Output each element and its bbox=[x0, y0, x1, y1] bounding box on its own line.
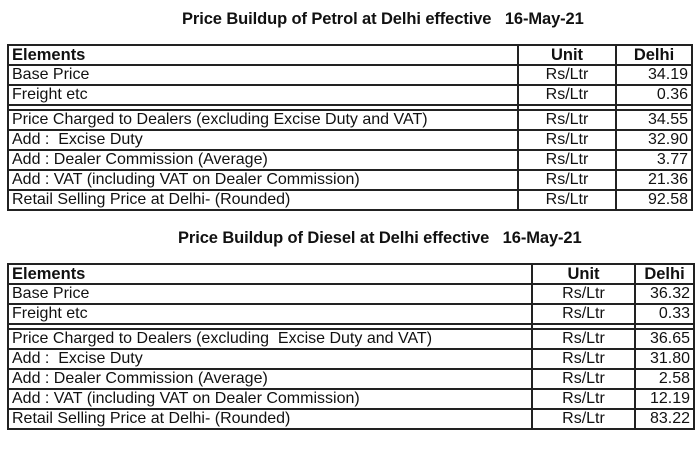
value-cell: 2.58 bbox=[634, 368, 695, 390]
value-cell: 34.55 bbox=[615, 109, 693, 131]
diesel-table-title: Price Buildup of Diesel at Delhi effecti… bbox=[178, 229, 582, 247]
diesel-price-table: Elements Unit Delhi Base Price Rs/Ltr 36… bbox=[7, 263, 695, 430]
value-cell: 36.65 bbox=[634, 328, 695, 350]
unit-cell: Rs/Ltr bbox=[517, 149, 617, 171]
table-header-row: Elements Unit Delhi bbox=[7, 44, 693, 66]
header-delhi: Delhi bbox=[634, 263, 695, 285]
unit-cell: Rs/Ltr bbox=[517, 84, 617, 106]
header-unit: Unit bbox=[531, 263, 636, 285]
table-row: Freight etc Rs/Ltr 0.33 bbox=[7, 303, 695, 325]
unit-cell: Rs/Ltr bbox=[531, 328, 636, 350]
element-cell: Add : Excise Duty bbox=[7, 129, 519, 151]
value-cell: 92.58 bbox=[615, 189, 693, 211]
unit-cell: Rs/Ltr bbox=[531, 303, 636, 325]
spacer-row bbox=[7, 104, 693, 111]
value-cell: 31.80 bbox=[634, 348, 695, 370]
header-elements: Elements bbox=[7, 44, 519, 66]
table-header-row: Elements Unit Delhi bbox=[7, 263, 695, 285]
value-cell: 34.19 bbox=[615, 64, 693, 86]
table-row: Add : VAT (including VAT on Dealer Commi… bbox=[7, 169, 693, 191]
value-cell: 0.36 bbox=[615, 84, 693, 106]
unit-cell: Rs/Ltr bbox=[531, 283, 636, 305]
unit-cell: Rs/Ltr bbox=[517, 109, 617, 131]
table-row: Freight etc Rs/Ltr 0.36 bbox=[7, 84, 693, 106]
header-unit: Unit bbox=[517, 44, 617, 66]
header-delhi: Delhi bbox=[615, 44, 693, 66]
table-row: Add : Dealer Commission (Average) Rs/Ltr… bbox=[7, 149, 693, 171]
value-cell: 0.33 bbox=[634, 303, 695, 325]
value-cell: 32.90 bbox=[615, 129, 693, 151]
unit-cell: Rs/Ltr bbox=[517, 129, 617, 151]
element-cell: Price Charged to Dealers (excluding Exci… bbox=[7, 328, 533, 350]
table-row: Add : Excise Duty Rs/Ltr 31.80 bbox=[7, 348, 695, 370]
element-cell: Retail Selling Price at Delhi- (Rounded) bbox=[7, 189, 519, 211]
unit-cell: Rs/Ltr bbox=[517, 189, 617, 211]
unit-cell: Rs/Ltr bbox=[517, 169, 617, 191]
element-cell: Price Charged to Dealers (excluding Exci… bbox=[7, 109, 519, 131]
value-cell: 21.36 bbox=[615, 169, 693, 191]
element-cell: Base Price bbox=[7, 283, 533, 305]
unit-cell: Rs/Ltr bbox=[531, 368, 636, 390]
element-cell: Add : Dealer Commission (Average) bbox=[7, 368, 533, 390]
element-cell: Retail Selling Price at Delhi- (Rounded) bbox=[7, 408, 533, 430]
value-cell: 83.22 bbox=[634, 408, 695, 430]
unit-cell: Rs/Ltr bbox=[531, 348, 636, 370]
petrol-table-title: Price Buildup of Petrol at Delhi effecti… bbox=[182, 10, 584, 28]
table-row-total: Retail Selling Price at Delhi- (Rounded)… bbox=[7, 408, 695, 430]
table-row: Add : VAT (including VAT on Dealer Commi… bbox=[7, 388, 695, 410]
value-cell: 12.19 bbox=[634, 388, 695, 410]
table-row: Price Charged to Dealers (excluding Exci… bbox=[7, 109, 693, 131]
petrol-price-table: Elements Unit Delhi Base Price Rs/Ltr 34… bbox=[7, 44, 693, 211]
unit-cell: Rs/Ltr bbox=[531, 388, 636, 410]
element-cell: Freight etc bbox=[7, 84, 519, 106]
unit-cell: Rs/Ltr bbox=[531, 408, 636, 430]
table-row: Add : Excise Duty Rs/Ltr 32.90 bbox=[7, 129, 693, 151]
element-cell: Add : VAT (including VAT on Dealer Commi… bbox=[7, 388, 533, 410]
table-row: Add : Dealer Commission (Average) Rs/Ltr… bbox=[7, 368, 695, 390]
table-row: Base Price Rs/Ltr 34.19 bbox=[7, 64, 693, 86]
element-cell: Add : Excise Duty bbox=[7, 348, 533, 370]
table-row-total: Retail Selling Price at Delhi- (Rounded)… bbox=[7, 189, 693, 211]
element-cell: Freight etc bbox=[7, 303, 533, 325]
value-cell: 3.77 bbox=[615, 149, 693, 171]
element-cell: Add : VAT (including VAT on Dealer Commi… bbox=[7, 169, 519, 191]
element-cell: Add : Dealer Commission (Average) bbox=[7, 149, 519, 171]
spacer-row bbox=[7, 323, 695, 330]
element-cell: Base Price bbox=[7, 64, 519, 86]
table-row: Price Charged to Dealers (excluding Exci… bbox=[7, 328, 695, 350]
header-elements: Elements bbox=[7, 263, 533, 285]
table-row: Base Price Rs/Ltr 36.32 bbox=[7, 283, 695, 305]
value-cell: 36.32 bbox=[634, 283, 695, 305]
unit-cell: Rs/Ltr bbox=[517, 64, 617, 86]
